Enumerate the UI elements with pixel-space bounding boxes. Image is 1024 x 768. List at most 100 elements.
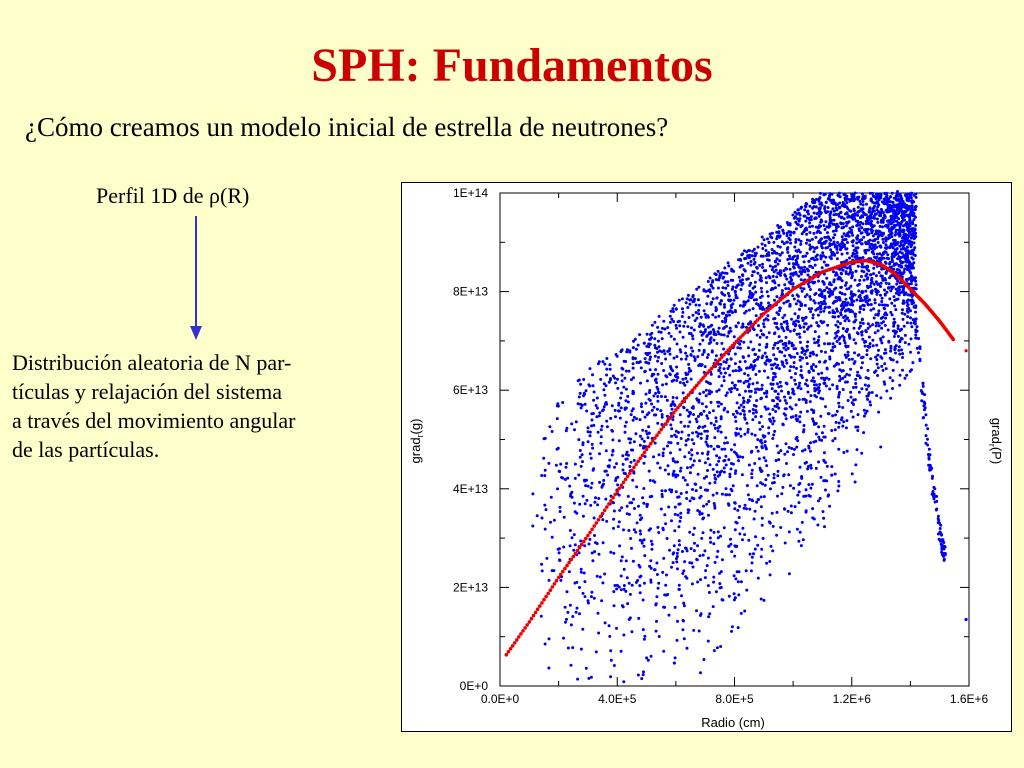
scatter-point <box>921 381 925 385</box>
scatter-point <box>612 590 616 594</box>
scatter-point <box>788 257 792 261</box>
scatter-point <box>755 333 759 337</box>
curve-point <box>659 427 663 432</box>
scatter-point <box>795 212 799 216</box>
scatter-point <box>885 313 889 317</box>
scatter-point <box>824 246 828 250</box>
scatter-point <box>729 467 733 471</box>
scatter-point <box>662 605 666 609</box>
curve-point <box>674 408 678 412</box>
scatter-point <box>817 391 821 395</box>
scatter-point <box>857 289 861 293</box>
scatter-point <box>612 604 616 608</box>
scatter-point <box>742 381 746 385</box>
scatter-point <box>835 334 839 338</box>
scatter-point <box>746 400 750 404</box>
scatter-point <box>748 409 752 413</box>
scatter-point <box>656 525 660 529</box>
scatter-point <box>678 469 682 473</box>
scatter-point <box>835 384 839 388</box>
scatter-point <box>698 512 702 516</box>
scatter-point <box>838 374 842 378</box>
scatter-point <box>824 200 828 204</box>
scatter-point <box>792 297 796 301</box>
scatter-point <box>867 248 871 252</box>
scatter-point <box>822 516 826 520</box>
scatter-point <box>690 448 694 452</box>
scatter-point <box>755 500 759 504</box>
scatter-point <box>771 481 774 485</box>
scatter-point <box>692 459 696 463</box>
scatter-point <box>628 501 632 505</box>
scatter-point <box>609 658 613 662</box>
scatter-point <box>683 424 687 428</box>
scatter-point <box>696 509 700 512</box>
scatter-point <box>784 442 788 446</box>
scatter-point <box>749 340 753 344</box>
scatter-point <box>770 268 774 272</box>
scatter-point <box>676 441 680 445</box>
scatter-point <box>878 230 882 234</box>
scatter-point <box>604 401 608 404</box>
scatter-point <box>699 486 703 490</box>
scatter-point <box>804 227 808 231</box>
scatter-point <box>767 274 771 278</box>
scatter-point <box>814 432 818 436</box>
scatter-point <box>781 361 785 365</box>
scatter-point <box>926 437 929 441</box>
scatter-point <box>595 406 599 410</box>
scatter-point <box>801 397 805 401</box>
scatter-point <box>931 490 935 493</box>
scatter-point <box>909 350 912 354</box>
scatter-point <box>690 406 694 410</box>
scatter-point <box>822 260 826 264</box>
scatter-point <box>668 373 672 377</box>
scatter-point <box>808 204 812 208</box>
scatter-point <box>764 276 768 280</box>
slide-subtitle: ¿Cómo creamos un modelo inicial de estre… <box>25 112 669 142</box>
scatter-point <box>681 310 685 314</box>
scatter-point <box>583 595 587 599</box>
scatter-point <box>878 244 882 248</box>
scatter-point <box>682 619 685 623</box>
scatter-point <box>724 286 728 290</box>
scatter-point <box>599 377 603 381</box>
scatter-point <box>701 517 705 521</box>
scatter-point <box>913 208 917 211</box>
scatter-point <box>588 430 592 434</box>
scatter-point <box>565 462 569 465</box>
curve-point <box>661 425 666 429</box>
scatter-point <box>571 646 575 650</box>
scatter-point <box>865 353 869 357</box>
scatter-point <box>568 484 572 488</box>
curve-point <box>609 499 613 503</box>
scatter-point <box>813 301 817 305</box>
scatter-point <box>758 274 762 278</box>
scatter-point <box>698 342 702 346</box>
scatter-point <box>648 391 651 395</box>
scatter-point <box>691 334 694 338</box>
scatter-point <box>873 204 876 208</box>
scatter-point <box>832 270 835 274</box>
scatter-point <box>722 466 726 470</box>
scatter-point <box>609 550 613 554</box>
scatter-point <box>681 391 685 395</box>
scatter-point <box>741 282 745 285</box>
scatter-point <box>631 418 635 422</box>
scatter-point <box>622 385 626 389</box>
scatter-point <box>823 525 826 529</box>
scatter-point <box>703 365 707 369</box>
scatter-point <box>646 352 650 355</box>
scatter-point <box>757 348 761 352</box>
scatter-point <box>816 313 820 317</box>
scatter-point <box>590 551 594 555</box>
scatter-point <box>844 224 848 228</box>
scatter-point <box>800 266 804 270</box>
scatter-point <box>805 378 809 382</box>
scatter-point <box>676 567 679 571</box>
scatter-point <box>540 516 544 520</box>
scatter-point <box>629 413 633 417</box>
scatter-point <box>677 539 681 543</box>
scatter-point <box>711 286 715 290</box>
scatter-point <box>780 325 784 329</box>
